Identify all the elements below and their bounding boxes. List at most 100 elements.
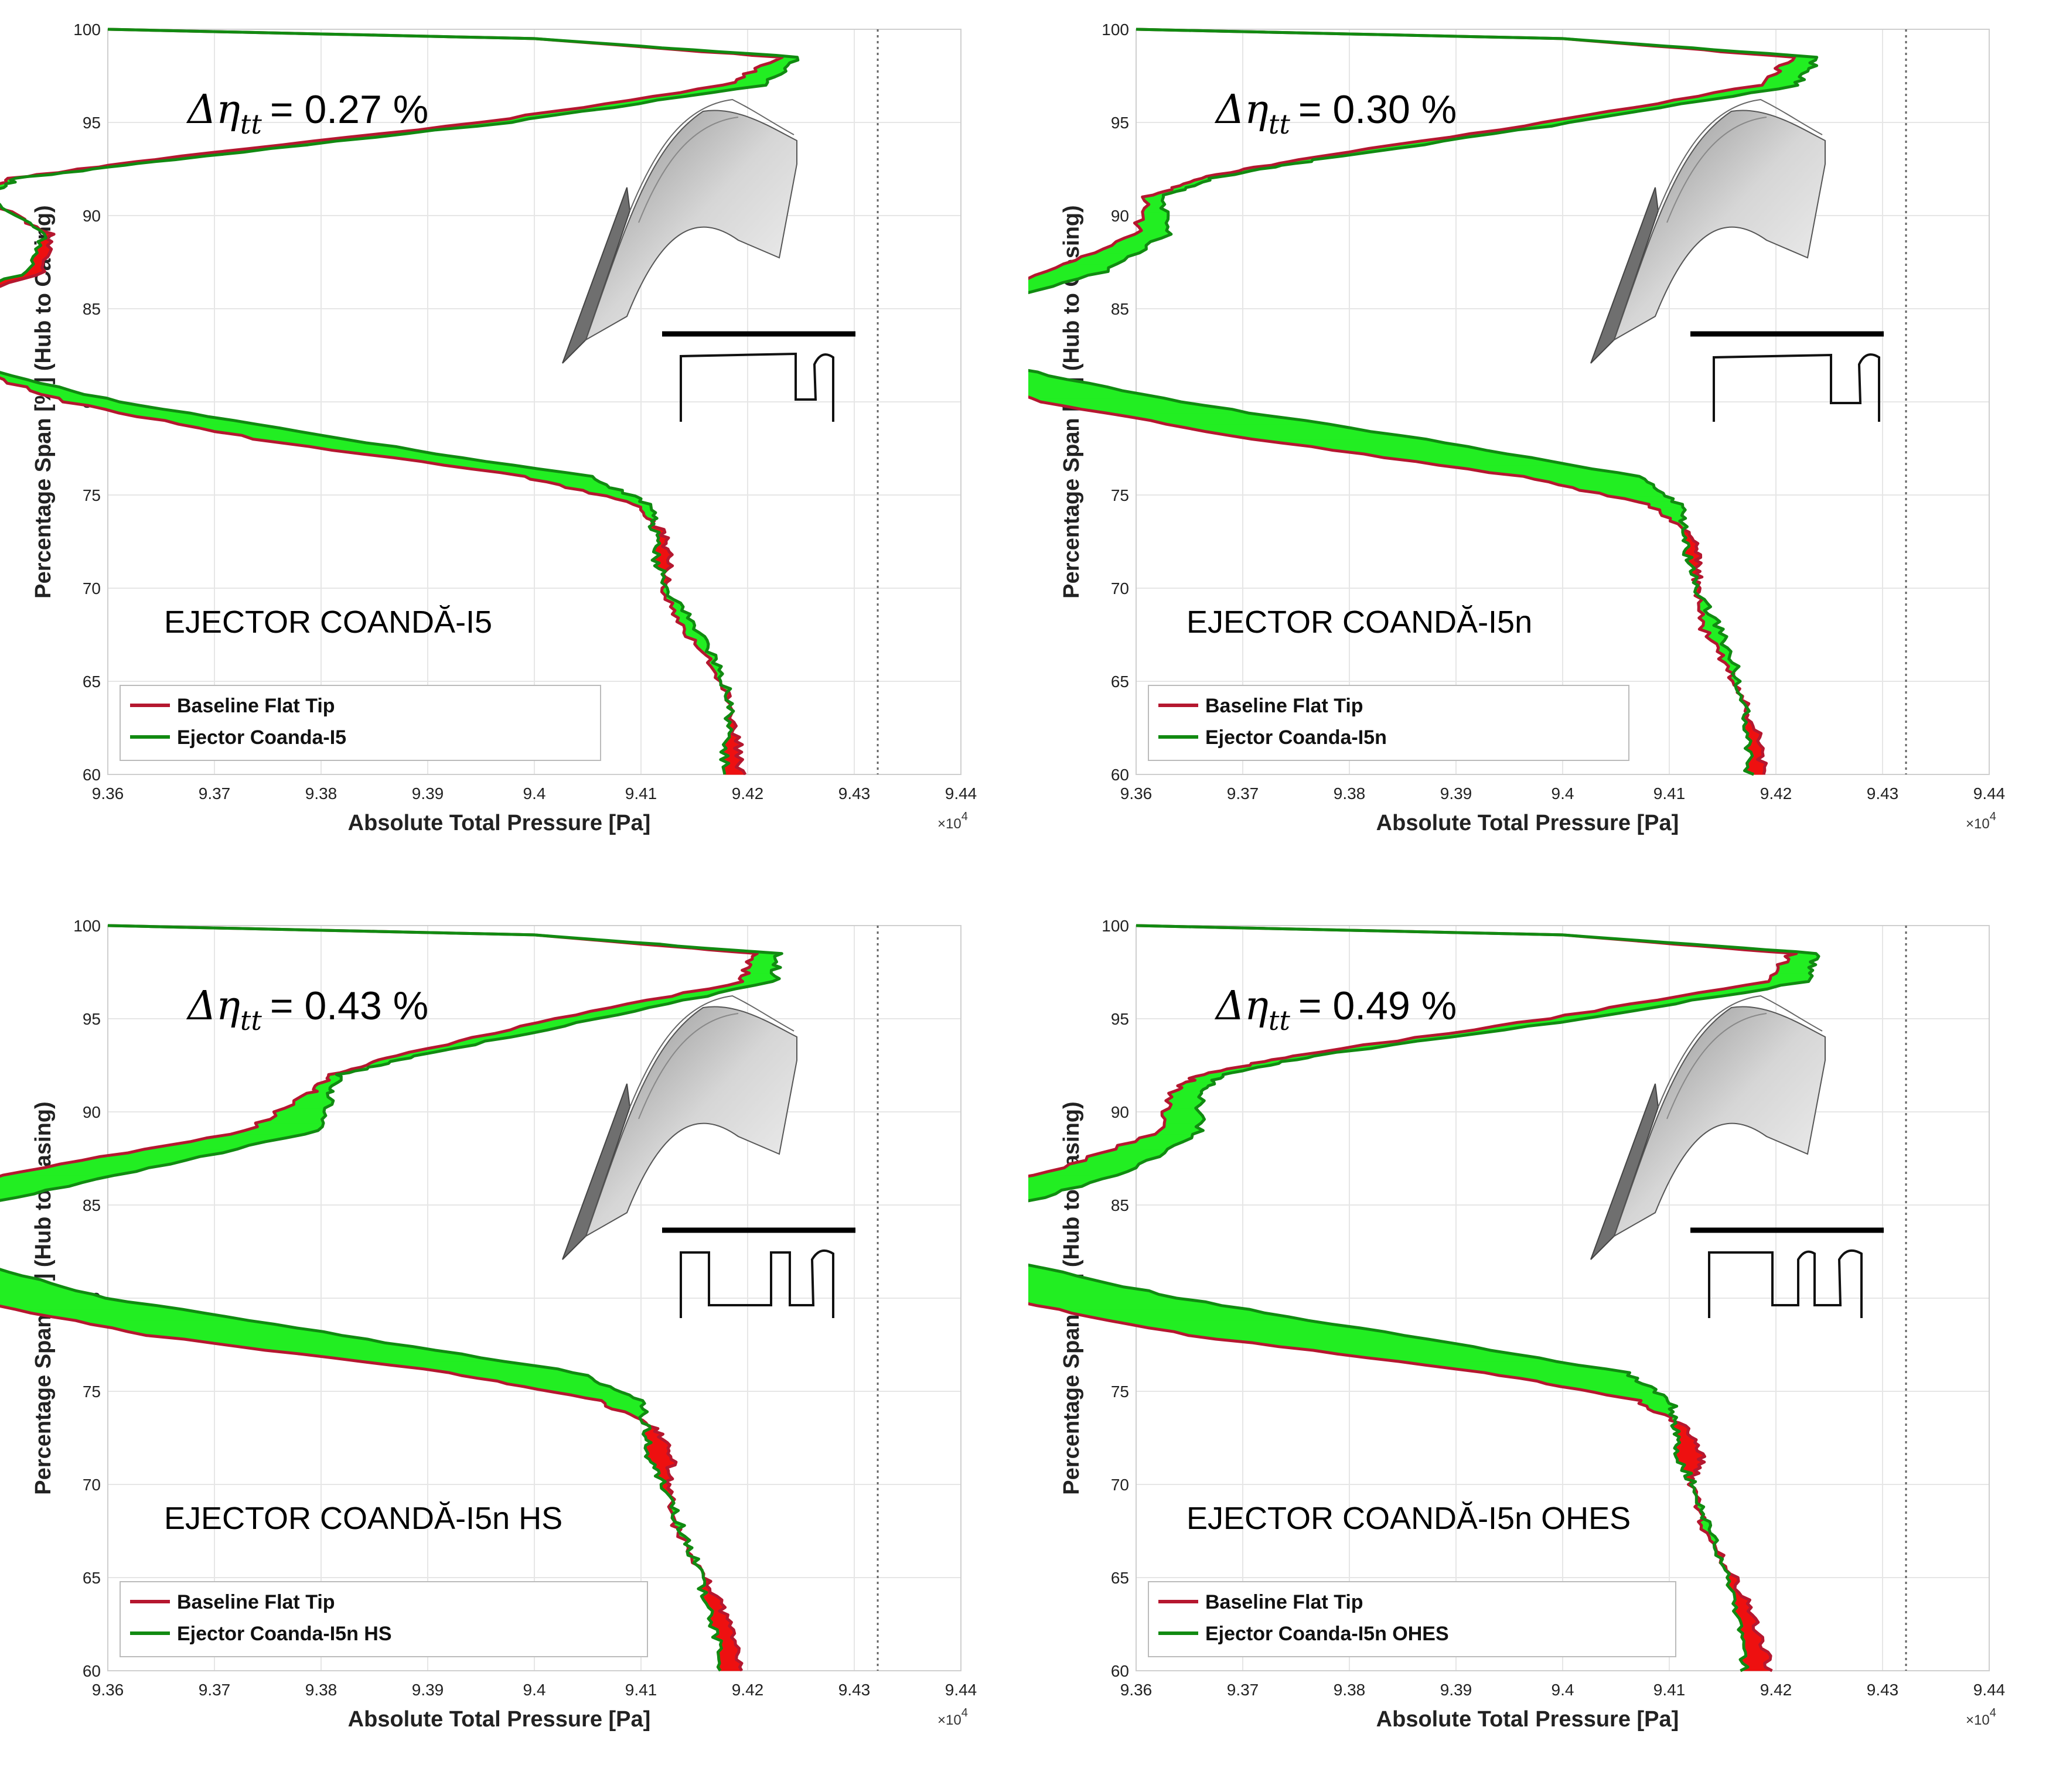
- gain-segment: [1129, 1324, 1361, 1329]
- x-exponent-label: ×104: [1966, 1706, 1996, 1728]
- gain-segment: [52, 1316, 249, 1321]
- x-axis-label: Absolute Total Pressure [Pa]: [1376, 1707, 1679, 1732]
- x-exponent-label: ×104: [937, 810, 968, 832]
- y-tick-label: 75: [83, 1383, 101, 1401]
- legend: Baseline Flat Tip Ejector Coanda-I5: [120, 685, 601, 761]
- series-line-ejector: [0, 28, 800, 775]
- difference-band: [1028, 29, 1818, 775]
- blade-sketch: [1590, 995, 1826, 1260]
- gain-segment: [1028, 1301, 1222, 1306]
- x-tick-label: 9.41: [625, 784, 657, 803]
- legend-entry-ejector: Ejector Coanda-I5n: [1205, 726, 1387, 749]
- x-tick-label: 9.38: [305, 784, 337, 803]
- gain-segment: [1036, 1305, 1250, 1310]
- blade-sketch: [562, 995, 797, 1260]
- gain-segment: [1536, 1381, 1643, 1384]
- x-tick-label: 9.39: [1440, 784, 1472, 803]
- x-tick-label: 9.41: [1653, 1681, 1686, 1699]
- y-tick-label: 70: [83, 579, 101, 598]
- y-tick-label: 95: [83, 1010, 101, 1028]
- gain-segment: [127, 1331, 342, 1336]
- loss-segment: [718, 1656, 737, 1660]
- x-axis-label: Absolute Total Pressure [Pa]: [348, 1707, 651, 1732]
- gain-segment: [1028, 1290, 1159, 1295]
- legend-box: [120, 1581, 648, 1657]
- gain-segment: [255, 1122, 324, 1127]
- y-tick-label: 100: [73, 917, 101, 935]
- x-tick-label: 9.39: [412, 1681, 444, 1699]
- y-tick-label: 65: [1111, 673, 1129, 691]
- gain-segment: [1186, 428, 1372, 432]
- chart-panel-3: 9.36 9.37 9.38 9.39 9.4 9.41 9.42 9.43 9.44 60 65 7…: [0, 896, 1028, 1792]
- legend-entry-ejector: Ejector Coanda-I5: [177, 726, 346, 749]
- legend-box: [1148, 1581, 1676, 1657]
- gain-segment: [1161, 1111, 1203, 1116]
- x-axis-label: Absolute Total Pressure [Pa]: [1376, 811, 1679, 835]
- gain-segment: [1769, 975, 1813, 979]
- loss-segment: [1674, 1453, 1706, 1457]
- x-tick-label: 9.37: [1227, 1681, 1259, 1699]
- gain-segment: [273, 1111, 326, 1116]
- gain-segment: [30, 1312, 227, 1317]
- y-tick-label: 70: [83, 1476, 101, 1494]
- blade-sketch: [562, 98, 797, 364]
- x-tick-label: 9.43: [1867, 784, 1899, 803]
- legend-entry-baseline: Baseline Flat Tip: [177, 1591, 335, 1613]
- delta-eta-annotation: Δηtt = 0.30 %: [1214, 87, 1457, 140]
- loss-segment: [717, 1663, 742, 1668]
- y-tick-label: 95: [1111, 1010, 1129, 1028]
- y-tick-label: 60: [1111, 1662, 1129, 1680]
- y-tick-label: 85: [83, 1196, 101, 1214]
- chart-svg: 9.36 9.37 9.38 9.39 9.4 9.41 9.42 9.43 9.44 60 65 7…: [0, 917, 977, 1732]
- series-line-baseline: [0, 28, 784, 776]
- gain-segment: [1648, 504, 1683, 508]
- ejector-title: EJECTOR COANDĂ-I5n: [1186, 605, 1532, 640]
- x-tick-label: 9.43: [838, 1681, 871, 1699]
- delta-eta-annotation: Δηtt = 0.49 %: [1214, 983, 1457, 1036]
- gain-segment: [1149, 1327, 1385, 1332]
- gain-segment: [1142, 211, 1169, 216]
- series-line-baseline: [1028, 28, 1796, 775]
- y-tick-label: 85: [1111, 300, 1129, 318]
- y-tick-label: 95: [83, 114, 101, 132]
- gain-segment: [754, 68, 787, 72]
- x-tick-label: 9.38: [1334, 1681, 1366, 1699]
- data-points: [43, 925, 778, 1671]
- y-tick-label: 85: [1111, 1196, 1129, 1214]
- y-tick-label: 95: [1111, 114, 1129, 132]
- x-tick-label: 9.42: [1760, 1681, 1792, 1699]
- y-tick-label: 85: [83, 300, 101, 318]
- x-tick-label: 9.42: [732, 1681, 764, 1699]
- y-tick-label: 65: [1111, 1569, 1129, 1587]
- gain-segment: [1063, 1163, 1140, 1168]
- gain-segment: [293, 1100, 334, 1105]
- gain-segment: [1143, 215, 1169, 220]
- x-tick-label: 9.37: [199, 1681, 231, 1699]
- gain-segment: [752, 955, 776, 960]
- x-tick-label: 9.39: [1440, 1681, 1472, 1699]
- x-tick-label: 9.44: [945, 784, 977, 803]
- y-tick-label: 70: [1111, 579, 1129, 598]
- x-tick-label: 9.37: [1227, 784, 1259, 803]
- gain-segment: [1659, 509, 1686, 513]
- legend: Baseline Flat Tip Ejector Coanda-I5n HS: [120, 1581, 648, 1657]
- gain-segment: [1164, 1119, 1205, 1124]
- gain-segment: [1071, 1312, 1289, 1317]
- legend-entry-baseline: Baseline Flat Tip: [1205, 695, 1363, 717]
- data-points: [1061, 925, 1817, 1671]
- x-tick-label: 9.4: [523, 784, 546, 803]
- y-tick-label: 75: [83, 486, 101, 504]
- legend-entry-ejector: Ejector Coanda-I5n HS: [177, 1623, 392, 1645]
- chart-svg: 9.36 9.37 9.38 9.39 9.4 9.41 9.42 9.43 9.44 60 65 7…: [1028, 917, 2005, 1732]
- delta-eta-annotation: Δηtt = 0.43 %: [186, 983, 428, 1036]
- gain-segment: [1775, 970, 1814, 974]
- loss-segment: [717, 1629, 735, 1634]
- y-tick-label: 60: [83, 766, 101, 784]
- ejector-title: EJECTOR COANDĂ-I5: [164, 605, 492, 640]
- data-points: [12, 29, 799, 775]
- y-tick-label: 70: [1111, 1476, 1129, 1494]
- x-tick-label: 9.37: [199, 784, 231, 803]
- legend-box: [1148, 685, 1629, 761]
- gain-segment: [15, 1309, 204, 1313]
- y-tick-label: 100: [73, 21, 101, 39]
